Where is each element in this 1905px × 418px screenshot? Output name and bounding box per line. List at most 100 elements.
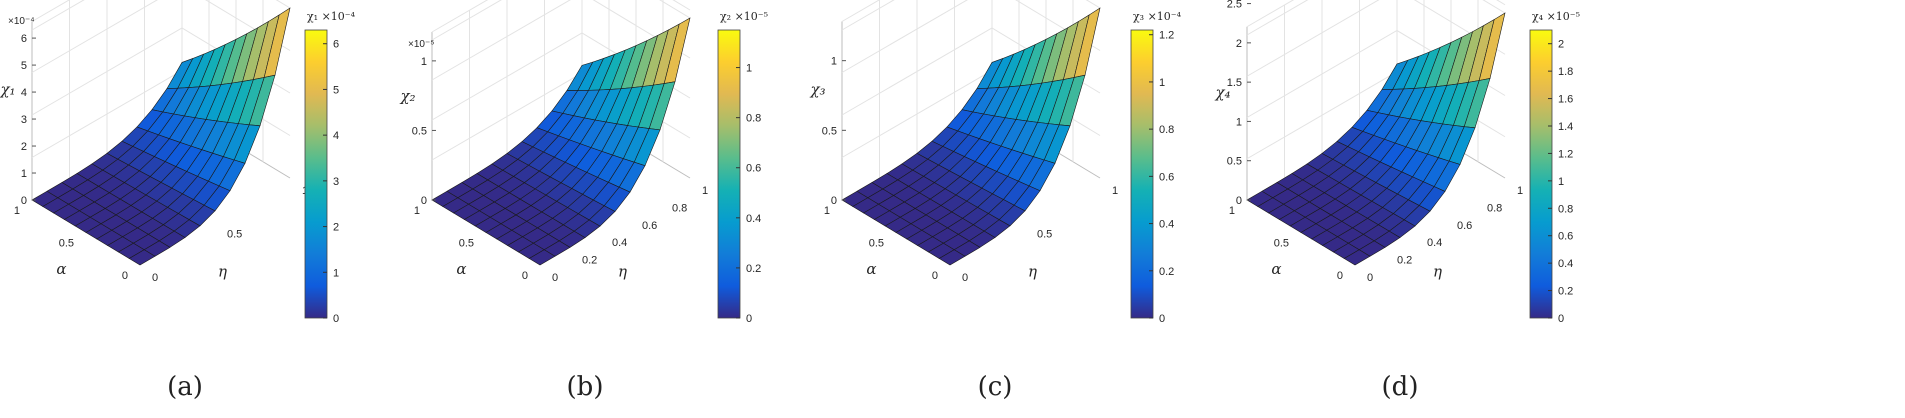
z-tick-label: 2 <box>1236 38 1242 50</box>
alpha-tick-label: 1 <box>1229 205 1235 217</box>
chart-panel-4: 00.511.522.5χ₄×10⁻⁵00.51α00.20.40.60.81η… <box>1214 0 1580 402</box>
alpha-tick-label: 1 <box>824 205 830 217</box>
colorbar-tick-label: 0.2 <box>746 263 761 275</box>
surface-patch <box>1343 249 1371 266</box>
eta-tick-label: 0 <box>1367 272 1373 284</box>
panel-caption: (c) <box>978 372 1013 402</box>
colorbar-title: χ₁ ×10⁻⁴ <box>307 10 356 23</box>
colorbar <box>1529 29 1553 319</box>
alpha-tick-label: 0.5 <box>1274 238 1289 250</box>
alpha-axis-label: α <box>56 260 66 278</box>
eta-tick-label: 1 <box>702 185 708 197</box>
z-tick-label: 0 <box>1236 195 1242 207</box>
eta-tick-label: 1 <box>1517 185 1523 197</box>
grid-line <box>431 0 691 81</box>
alpha-tick-label: 1 <box>14 205 20 217</box>
colorbar-tick-label: 4 <box>333 130 339 142</box>
chart-panel-2: 0 0.5 1 χ₂ ×10⁻⁵ 0 0.5 1 α 0 0.2 0.4 0.6 0.8 1 η 0 0.2 0.4… <box>399 0 768 402</box>
colorbar-tick-label: 1 <box>333 267 339 279</box>
eta-tick-label: 0.4 <box>612 237 627 249</box>
colorbar-tick-label: 0.6 <box>1558 231 1573 243</box>
colorbar-tick-label: 0.2 <box>1159 266 1174 278</box>
colorbar-tick-label: 0.4 <box>746 213 761 225</box>
z-exponent: ×10⁻⁴ <box>8 16 35 27</box>
colorbar-tick-label: 1.4 <box>1558 121 1573 133</box>
alpha-axis-label: α <box>866 260 876 278</box>
colorbar-tick-label: 0.8 <box>1558 203 1573 215</box>
wall-top <box>31 0 71 22</box>
alpha-tick-label: 0 <box>932 270 938 282</box>
grid-line <box>841 0 1101 73</box>
eta-axis-label: η <box>218 263 227 281</box>
eta-axis-label: η <box>1433 263 1442 281</box>
z-tick-label: 0 <box>421 195 427 207</box>
colorbar-tick-label: 6 <box>333 39 339 51</box>
z-tick-label: 1 <box>21 168 27 180</box>
grid-line <box>1246 0 1506 77</box>
alpha-axis-label: α <box>1271 260 1281 278</box>
surface-patch <box>128 249 156 266</box>
colorbar-tick-label: 3 <box>333 176 339 188</box>
colorbar-tick-label: 0 <box>746 313 752 325</box>
alpha-tick-label: 0.5 <box>869 238 884 250</box>
colorbar-tick-label: 0 <box>333 313 339 325</box>
grid-line <box>1246 0 1506 36</box>
eta-axis-label: η <box>618 263 627 281</box>
colorbar <box>1130 29 1154 319</box>
panel-caption: (d) <box>1382 372 1419 402</box>
colorbar-tick-label: 2 <box>1558 39 1564 51</box>
eta-tick-label: 0.6 <box>642 220 657 232</box>
colorbar-tick-label: 0.6 <box>746 163 761 175</box>
z-tick-label: 2.5 <box>1227 0 1242 11</box>
colorbar-tick-label: 1.2 <box>1159 30 1174 42</box>
grid-line <box>31 0 291 31</box>
eta-axis-label: η <box>1028 263 1037 281</box>
z-axis-label: χ₂ <box>399 87 415 105</box>
eta-tick-label: 0.4 <box>1427 237 1442 249</box>
grid-line <box>31 0 291 73</box>
alpha-tick-label: 0.5 <box>459 238 474 250</box>
colorbar-tick-label: 1 <box>1558 176 1564 188</box>
z-tick-label: 1 <box>421 56 427 68</box>
alpha-tick-label: 1 <box>414 205 420 217</box>
z-tick-label: 1.5 <box>1227 77 1242 89</box>
z-tick-label: 0.5 <box>822 125 837 137</box>
eta-tick-label: 0.5 <box>1037 229 1052 241</box>
eta-tick-label: 0.8 <box>1487 202 1502 214</box>
eta-tick-label: 0 <box>152 272 158 284</box>
z-tick-label: 1 <box>831 56 837 68</box>
colorbar <box>717 29 741 319</box>
panel-caption: (a) <box>167 372 203 402</box>
z-axis-label: χ₃ <box>809 81 825 99</box>
wall-top <box>1246 0 1506 28</box>
z-tick-label: 6 <box>21 33 27 45</box>
chart-panel-3: 00.511.5χ₃×10⁻⁴00.51α00.51η00.20.40.60.8… <box>809 0 1182 402</box>
alpha-axis-label: α <box>456 260 466 278</box>
colorbar-tick-label: 0.8 <box>1159 124 1174 136</box>
eta-tick-label: 0.8 <box>672 202 687 214</box>
colorbar-tick-label: 0 <box>1558 313 1564 325</box>
surface-patch <box>938 249 966 266</box>
z-tick-label: 3 <box>21 114 27 126</box>
z-tick-label: 0 <box>21 195 27 207</box>
colorbar-tick-label: 1.8 <box>1558 66 1573 78</box>
alpha-tick-label: 0 <box>522 270 528 282</box>
z-tick-label: 1 <box>1236 116 1242 128</box>
grid-line <box>431 0 691 41</box>
colorbar-tick-label: 0.2 <box>1558 286 1573 298</box>
colorbar-tick-label: 0.6 <box>1159 171 1174 183</box>
z-tick-label: 0.5 <box>1227 156 1242 168</box>
z-axis-label: χ₁ <box>0 81 16 99</box>
z-tick-label: 2 <box>21 141 27 153</box>
wall-top <box>431 0 691 33</box>
z-tick-label: 0.5 <box>412 125 427 137</box>
eta-tick-label: 0 <box>552 272 558 284</box>
eta-tick-label: 0.5 <box>227 229 242 241</box>
panel-caption: (b) <box>567 372 604 402</box>
colorbar-tick-label: 0.4 <box>1159 219 1174 231</box>
surface-patch <box>528 249 556 266</box>
colorbar-tick-label: 5 <box>333 84 339 96</box>
wall-top <box>841 0 881 22</box>
